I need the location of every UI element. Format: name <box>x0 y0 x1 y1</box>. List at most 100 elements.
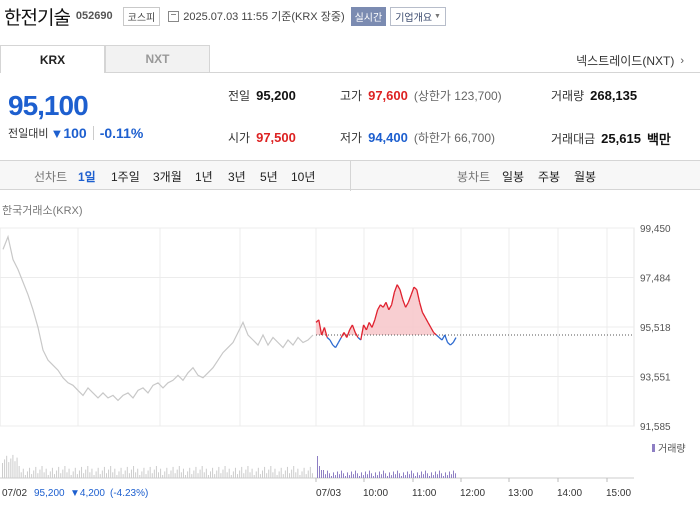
period-10y[interactable]: 10년 <box>291 170 316 184</box>
market-badge: 코스피 <box>122 6 161 26</box>
today-line-segment <box>318 319 323 336</box>
volume-bar <box>307 470 309 478</box>
period-1w[interactable]: 1주일 <box>111 170 140 184</box>
price-chart[interactable]: 99,450 97,484 95,518 93,551 91,585 07/03 10:0… <box>0 215 700 515</box>
period-5y[interactable]: 5년 <box>260 170 278 184</box>
nextrade-link[interactable]: 넥스트레이드(NXT) › <box>576 52 684 69</box>
volume-bar <box>39 469 41 478</box>
volume-bar <box>301 471 303 478</box>
x-tick-label: 13:00 <box>508 488 533 499</box>
period-3y[interactable]: 3년 <box>228 170 246 184</box>
y-tick-label: 95,518 <box>640 323 671 334</box>
volume-bar <box>97 467 99 478</box>
volume-bar <box>427 473 428 478</box>
volume-bar <box>237 474 239 478</box>
volume-bar <box>286 466 288 478</box>
today-line-segment <box>396 284 401 290</box>
volume-bar <box>155 466 157 478</box>
today-line-segment <box>323 327 328 338</box>
today-line-segment <box>424 317 429 323</box>
today-line-segment <box>320 327 326 336</box>
volume-bar <box>193 470 195 478</box>
volume-bars <box>0 454 634 479</box>
volume-bar <box>230 475 232 478</box>
volume-bar <box>327 470 328 478</box>
volume-bar <box>399 473 400 478</box>
volume-bar <box>405 475 406 478</box>
today-line-segment <box>413 286 418 291</box>
stock-header: 한전기술 052690 코스피 2025.07.03 11:55 기준(KRX … <box>0 0 700 32</box>
volume-bar <box>268 469 270 478</box>
volume-bar <box>439 470 440 478</box>
period-3m[interactable]: 3개월 <box>153 170 182 184</box>
today-line-segment <box>393 284 398 293</box>
candle-monthly[interactable]: 월봉 <box>574 170 597 184</box>
volume-bar <box>282 474 284 478</box>
volume-bar <box>247 466 249 478</box>
volume-bar <box>266 473 268 478</box>
volume-bar <box>41 466 43 478</box>
volume-bar <box>274 468 276 478</box>
volume-bar <box>33 470 35 478</box>
y-axis-ticks: 99,450 97,484 95,518 93,551 91,585 <box>640 224 671 433</box>
volume-bar <box>251 468 253 478</box>
today-line-segment <box>354 332 359 338</box>
volume-bar <box>81 466 83 478</box>
clock-icon <box>168 10 180 22</box>
prev-day-label: 07/02 <box>2 488 27 499</box>
today-line-segment <box>430 327 435 333</box>
volume-bar <box>49 471 51 478</box>
today-line-segment <box>402 299 407 308</box>
volume-bar <box>264 466 266 478</box>
volume-bar <box>45 468 47 478</box>
x-tick-label: 14:00 <box>557 488 582 499</box>
candle-daily[interactable]: 일봉 <box>502 170 525 184</box>
period-1d[interactable]: 1일 <box>78 170 96 184</box>
volume-bar <box>317 456 318 478</box>
volume-bar <box>234 467 236 478</box>
volume-bar <box>347 472 348 478</box>
tab-divider <box>210 72 700 73</box>
volume-bar <box>319 466 320 478</box>
volume-bar <box>333 472 334 478</box>
volume-bar <box>259 474 261 478</box>
volume-bar <box>239 470 241 478</box>
volume-bar <box>151 473 153 478</box>
tab-nxt[interactable]: NXT <box>105 45 210 73</box>
volume-bar <box>351 471 352 478</box>
volume-bar <box>68 468 70 478</box>
company-name: 한전기술 <box>4 6 71 29</box>
today-line-segment <box>418 302 424 313</box>
volume-bar <box>243 473 245 478</box>
volume-bar <box>413 473 414 478</box>
company-overview-button[interactable]: 기업개요 ▼ <box>390 6 446 26</box>
volume-bar <box>12 454 14 478</box>
volume-bar <box>341 470 342 478</box>
tab-krx[interactable]: KRX <box>0 45 105 73</box>
volume-bar <box>170 470 172 478</box>
volume-bar <box>197 473 199 478</box>
candle-weekly[interactable]: 주봉 <box>538 170 561 184</box>
change-row: 전일대비 ▼ 100 -0.11% <box>8 125 143 141</box>
period-1y[interactable]: 1년 <box>195 170 213 184</box>
volume-bar <box>153 469 155 478</box>
volume-bar <box>216 470 218 478</box>
volume-bar <box>66 472 68 478</box>
volume-bar <box>214 474 216 478</box>
volume-bar <box>16 457 18 478</box>
volume-bar <box>289 473 291 478</box>
volume-bar <box>126 466 128 478</box>
volume-bar <box>116 475 118 478</box>
volume-bar <box>431 472 432 478</box>
prev-day-pct: (-4.23%) <box>110 488 148 499</box>
volume-bar <box>62 469 64 478</box>
volume-bar <box>87 466 89 478</box>
volume-bar <box>417 472 418 478</box>
volume-bar <box>8 462 10 478</box>
volume-bar <box>60 473 62 478</box>
volume-bar <box>453 470 454 478</box>
current-price: 95,100 <box>8 90 89 121</box>
volume-bar <box>305 474 307 478</box>
company-overview-label: 기업개요 <box>395 12 433 24</box>
day-high: 고가 97,600 (상한가 123,700) <box>340 88 502 103</box>
